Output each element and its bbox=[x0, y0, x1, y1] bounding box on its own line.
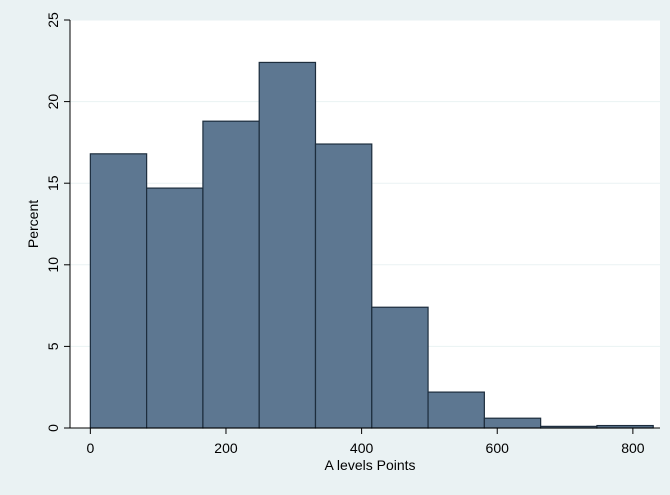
x-tick-label: 0 bbox=[86, 440, 94, 456]
histogram-bar bbox=[314, 143, 373, 429]
bars bbox=[89, 61, 654, 429]
y-tick-label: 5 bbox=[45, 342, 61, 350]
x-axis-title: A levels Points bbox=[324, 457, 415, 473]
y-tick-label: 15 bbox=[45, 175, 61, 191]
histogram-bar bbox=[427, 391, 485, 429]
histogram-bar bbox=[258, 61, 317, 429]
x-tick-label: 200 bbox=[214, 440, 238, 456]
x-tick-label: 400 bbox=[350, 440, 374, 456]
y-tick-label: 20 bbox=[45, 94, 61, 110]
y-tick-label: 25 bbox=[45, 12, 61, 28]
histogram-bar bbox=[146, 187, 204, 429]
histogram-bar bbox=[89, 153, 148, 429]
x-tick-label: 600 bbox=[486, 440, 510, 456]
y-tick-label: 0 bbox=[45, 424, 61, 432]
x-axis-ticks: 0 200 400 600 800 bbox=[86, 428, 645, 456]
y-tick-label: 10 bbox=[45, 257, 61, 273]
y-axis-title: Percent bbox=[25, 200, 41, 248]
histogram-bar bbox=[371, 306, 429, 429]
y-axis-ticks: 0 5 10 15 20 25 bbox=[45, 12, 70, 432]
x-tick-label: 800 bbox=[621, 440, 645, 456]
histogram-bar bbox=[202, 120, 260, 429]
histogram-bar bbox=[483, 417, 542, 429]
